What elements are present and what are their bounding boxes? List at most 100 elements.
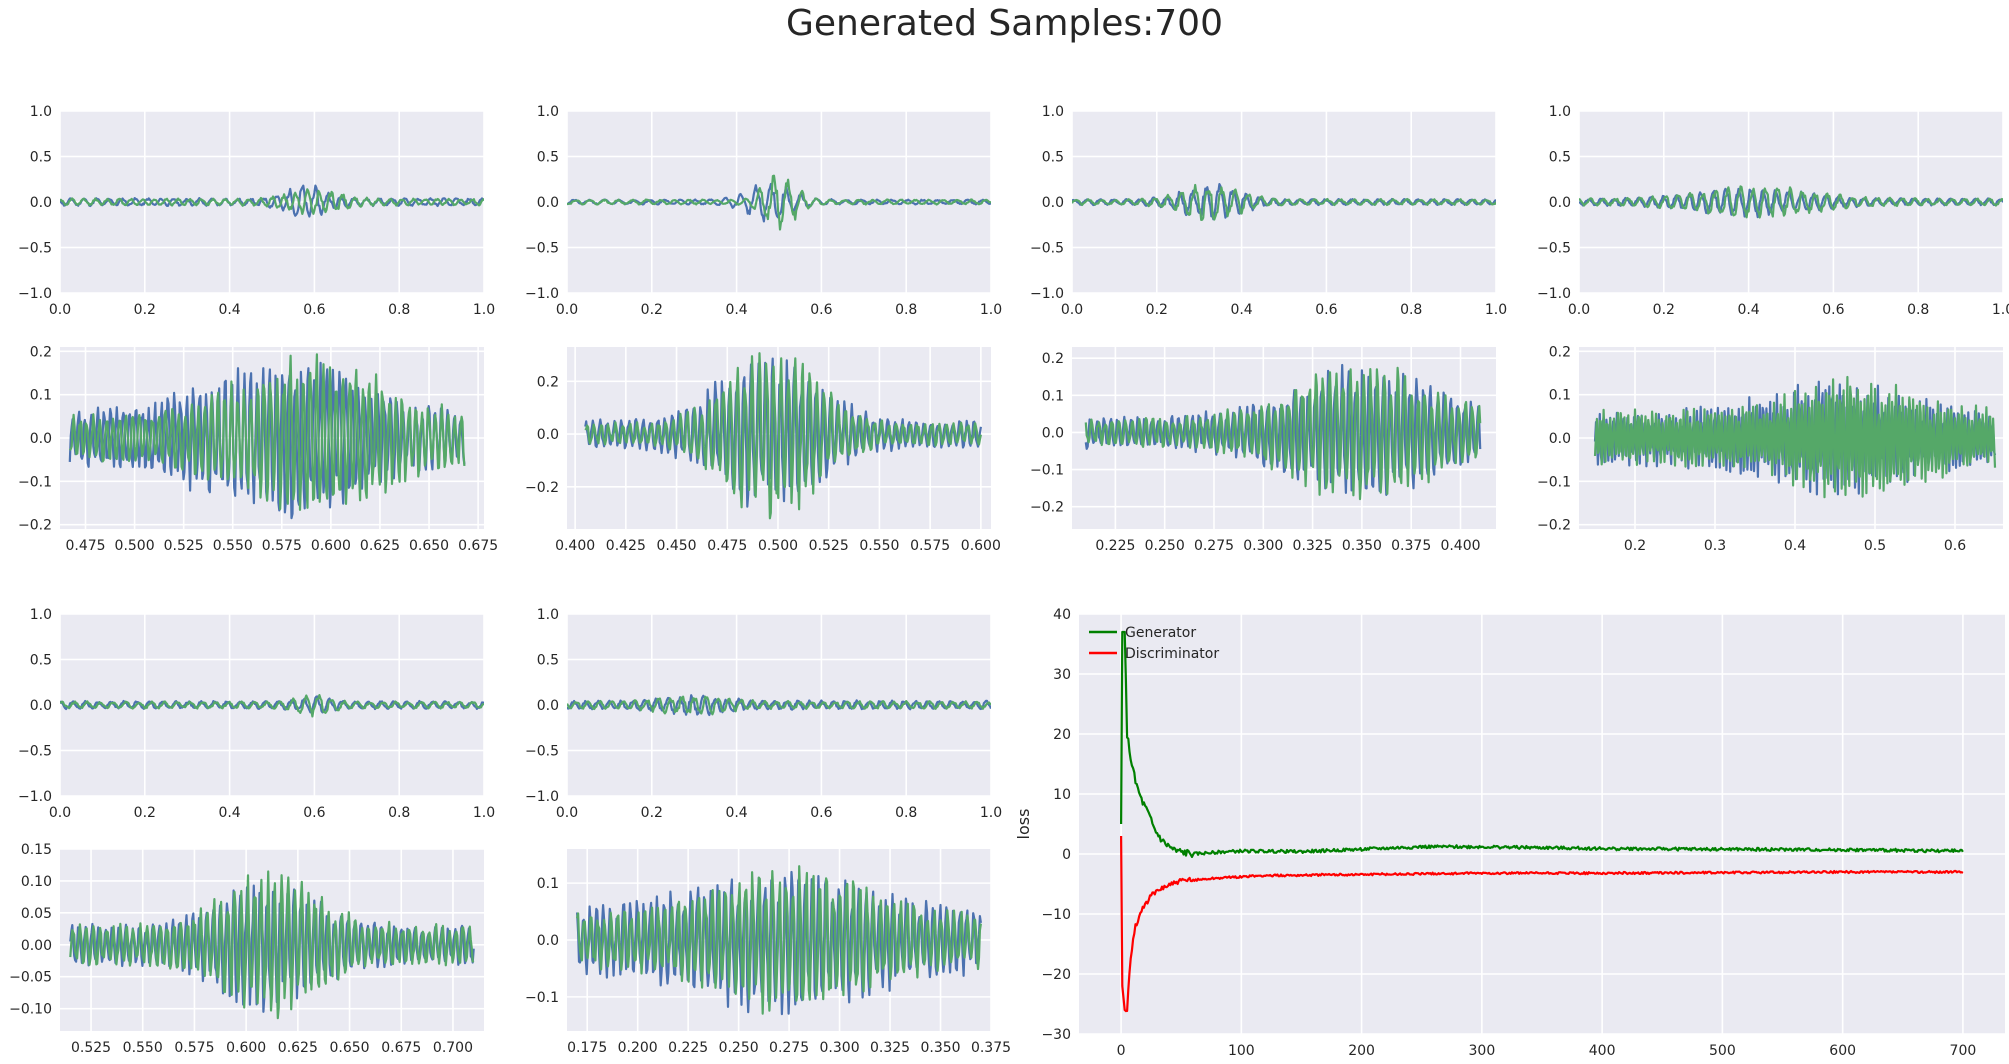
x-tick-label: 0.350 — [1342, 538, 1382, 554]
x-tick-label: 0.6 — [810, 805, 832, 821]
x-tick-label: 0.8 — [1400, 302, 1422, 318]
y-tick-label: 1.0 — [30, 607, 52, 623]
x-tick-label: 0.475 — [65, 538, 105, 554]
y-tick-label: −0.2 — [18, 518, 52, 534]
x-tick-label: 0.0 — [1061, 302, 1083, 318]
x-tick-label: 0.6 — [1822, 302, 1844, 318]
x-tick-label: 0.2 — [134, 302, 156, 318]
y-tick-label: 0.1 — [1042, 388, 1064, 404]
subplot-full-2: 0.0 0.2 0.4 0.6 0.8 1.0 −1.0 −0.5 0.0 0.5 1.0 — [525, 104, 1002, 318]
x-tick-label: 0.700 — [433, 1040, 473, 1056]
subplot-zoom-1: 0.475 0.500 0.525 0.550 0.575 0.600 0.625 0.650… — [18, 344, 498, 554]
x-tick-label: 1.0 — [980, 302, 1002, 318]
y-tick-label: 10 — [1053, 787, 1071, 803]
x-tick-label: 0.550 — [213, 538, 253, 554]
y-tick-label: 0.15 — [21, 842, 52, 858]
x-tick-label: 0.2 — [1653, 302, 1675, 318]
series-line — [60, 188, 484, 215]
x-tick-label: 0.550 — [123, 1040, 163, 1056]
x-tick-label: 0.650 — [330, 1040, 370, 1056]
series-line — [584, 352, 982, 520]
y-tick-label: −0.1 — [1537, 474, 1571, 490]
x-tick-label: 0.175 — [567, 1040, 607, 1056]
x-tick-label: 0 — [1117, 1043, 1126, 1059]
x-tick-label: 0.275 — [769, 1040, 809, 1056]
subplot-full-3: 0.0 0.2 0.4 0.6 0.8 1.0 −1.0 −0.5 0.0 0.5 1.0 — [1030, 104, 1507, 318]
series-line — [1084, 366, 1482, 501]
x-tick-label: 0.575 — [910, 538, 950, 554]
series-line — [1072, 183, 1496, 221]
series-line — [567, 174, 991, 231]
y-tick-label: 0.0 — [537, 427, 559, 443]
y-tick-label: 0.0 — [537, 698, 559, 714]
x-tick-label: 0.250 — [719, 1040, 759, 1056]
subplot-zoom-2: 0.400 0.425 0.450 0.475 0.500 0.525 0.550 0.575… — [525, 347, 1001, 554]
x-tick-label: 0.575 — [262, 538, 302, 554]
y-tick-label: −1.0 — [525, 789, 559, 805]
series-line-generator — [1120, 630, 1964, 858]
x-tick-label: 0.500 — [115, 538, 155, 554]
y-tick-label: 0.1 — [1549, 388, 1571, 404]
subplot-zoom-3: 0.225 0.250 0.275 0.300 0.325 0.350 0.375 0.400… — [1030, 347, 1496, 554]
y-tick-label: 0.2 — [537, 374, 559, 390]
y-tick-label: 1.0 — [537, 104, 559, 120]
x-tick-label: 0.225 — [668, 1040, 708, 1056]
plot-area — [1079, 614, 2005, 1034]
x-tick-label: 0.475 — [707, 538, 747, 554]
y-tick-label: −0.5 — [18, 241, 52, 257]
x-tick-label: 1.0 — [980, 805, 1002, 821]
x-tick-label: 0.600 — [311, 538, 351, 554]
x-tick-label: 1.0 — [473, 302, 495, 318]
x-tick-label: 0.375 — [1391, 538, 1431, 554]
x-tick-label: 0.2 — [641, 805, 663, 821]
series-line — [1579, 185, 2003, 219]
x-tick-label: 1.0 — [473, 805, 495, 821]
y-tick-label: −0.5 — [18, 744, 52, 760]
y-tick-label: −1.0 — [525, 286, 559, 302]
y-tick-label: −1.0 — [18, 789, 52, 805]
x-tick-label: 0.2 — [1146, 302, 1168, 318]
x-tick-label: 0.4 — [1230, 302, 1252, 318]
x-tick-label: 0.325 — [1293, 538, 1333, 554]
x-tick-label: 0.8 — [895, 805, 917, 821]
x-tick-label: 0.375 — [971, 1040, 1011, 1056]
y-axis-label: loss — [1014, 809, 1033, 840]
subplot-loss: 0 100 200 300 400 500 600 700 −30 −20 −10 0 10 20 30 40… — [1014, 607, 2005, 1059]
x-tick-label: 0.400 — [555, 538, 595, 554]
y-tick-label: −10 — [1041, 907, 1071, 923]
y-tick-label: −1.0 — [1537, 286, 1571, 302]
x-tick-label: 0.350 — [920, 1040, 960, 1056]
y-tick-label: 0.5 — [30, 653, 52, 669]
x-tick-label: 0.0 — [49, 805, 71, 821]
x-tick-label: 0.450 — [657, 538, 697, 554]
x-tick-label: 200 — [1348, 1043, 1375, 1059]
y-tick-label: 0.0 — [537, 933, 559, 949]
y-tick-label: −0.05 — [9, 970, 52, 986]
x-tick-label: 0.4 — [725, 302, 747, 318]
x-tick-label: 0.250 — [1145, 538, 1185, 554]
y-tick-label: 0.0 — [1549, 431, 1571, 447]
subplot-zoom-5: 0.525 0.550 0.575 0.600 0.625 0.650 0.675 0.700… — [9, 842, 484, 1056]
x-tick-label: 0.300 — [820, 1040, 860, 1056]
x-tick-label: 0.400 — [1440, 538, 1480, 554]
y-tick-label: 0.0 — [537, 195, 559, 211]
x-tick-label: 0.525 — [71, 1040, 111, 1056]
y-tick-label: 0.2 — [1549, 344, 1571, 360]
y-tick-label: −0.2 — [1030, 500, 1064, 516]
x-tick-label: 0.500 — [758, 538, 798, 554]
x-tick-label: 500 — [1709, 1043, 1736, 1059]
y-tick-label: −20 — [1041, 967, 1071, 983]
x-tick-label: 0.575 — [174, 1040, 214, 1056]
x-tick-label: 0.6 — [1944, 538, 1966, 554]
x-tick-label: 0.600 — [226, 1040, 266, 1056]
x-tick-label: 0.4 — [218, 805, 240, 821]
subplot-full-5: 0.0 0.2 0.4 0.6 0.8 1.0 −1.0 −0.5 0.0 0.5 1.0 — [18, 607, 495, 821]
subplot-full-4: 0.0 0.2 0.4 0.6 0.8 1.0 −1.0 −0.5 0.0 0.5 1.0 — [1537, 104, 2009, 318]
x-tick-label: 300 — [1469, 1043, 1496, 1059]
y-tick-label: 0.05 — [21, 906, 52, 922]
x-tick-label: 0.0 — [556, 805, 578, 821]
y-tick-label: −0.5 — [1537, 241, 1571, 257]
x-tick-label: 0.5 — [1864, 538, 1886, 554]
x-tick-label: 600 — [1829, 1043, 1856, 1059]
